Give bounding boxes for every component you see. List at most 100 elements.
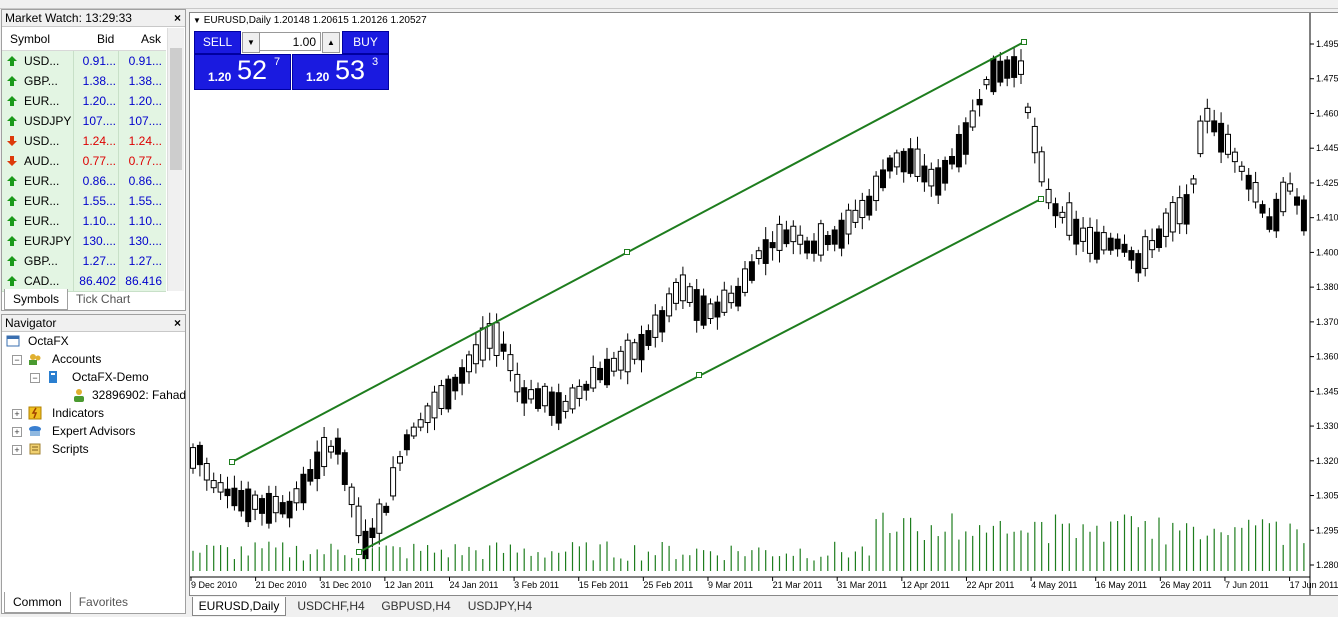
candle-body <box>866 195 873 216</box>
nav-item-scripts[interactable]: + Scripts <box>12 440 182 458</box>
column-bid[interactable]: Bid <box>97 32 115 46</box>
candle-body <box>252 494 259 510</box>
row-bid: 130.... <box>82 234 116 248</box>
chart-window[interactable]: ▼ EURUSD,Daily 1.20148 1.20615 1.20126 1… <box>189 12 1338 596</box>
candle-body <box>1176 197 1183 225</box>
candle-body <box>238 489 245 512</box>
candle-body <box>1087 226 1093 254</box>
top-toolbar <box>0 0 1338 9</box>
market-watch-row[interactable]: EUR... 0.86... 0.86... <box>2 171 166 192</box>
date-label: 12 Apr 2011 <box>902 580 950 590</box>
chart-tab-usdchf[interactable]: USDCHF,H4 <box>297 599 365 613</box>
price-label: 1.320 <box>1316 456 1338 466</box>
expand-icon[interactable]: + <box>12 427 22 437</box>
candle-body <box>838 219 845 249</box>
buy-price-button[interactable]: 1.20 53 3 <box>292 54 389 90</box>
column-symbol[interactable]: Symbol <box>10 32 51 46</box>
expand-icon[interactable]: + <box>12 409 22 419</box>
tab-tick-chart[interactable]: Tick Chart <box>76 292 131 306</box>
tab-common[interactable]: Common <box>4 592 71 613</box>
expand-icon[interactable]: + <box>12 445 22 455</box>
candle-body <box>417 419 424 428</box>
market-watch-row[interactable]: USD... 1.24... 1.24... <box>2 131 166 152</box>
sell-price-button[interactable]: 1.20 52 7 <box>194 54 291 90</box>
nav-item-expert-advisors[interactable]: + Expert Advisors <box>12 422 182 440</box>
collapse-icon[interactable]: − <box>12 355 22 365</box>
tab-symbols[interactable]: Symbols <box>4 289 69 310</box>
market-watch-row[interactable]: EURJPY 130.... 130.... <box>2 231 166 252</box>
market-watch-row[interactable]: GBP... 1.27... 1.27... <box>2 251 166 272</box>
market-watch-row[interactable]: USD... 0.91... 0.91... <box>2 51 166 72</box>
accounts-icon <box>29 354 41 365</box>
sell-button[interactable]: SELL <box>194 31 241 54</box>
candle-body <box>383 505 390 513</box>
candle-body <box>548 391 555 416</box>
candle-body <box>279 502 286 515</box>
chart-tab-gbpusd[interactable]: GBPUSD,H4 <box>381 599 451 613</box>
market-watch-scrollbar[interactable] <box>167 28 184 291</box>
collapse-icon[interactable]: − <box>30 373 40 383</box>
candle-body <box>666 293 673 317</box>
candle-body <box>1225 133 1231 155</box>
candle-body <box>286 500 293 519</box>
buy-button[interactable]: BUY <box>342 31 389 54</box>
market-watch-row[interactable]: EUR... 1.10... 1.10... <box>2 211 166 232</box>
nav-label-scripts: Scripts <box>52 442 89 456</box>
arrow-up-icon <box>7 176 17 186</box>
market-watch-row[interactable]: AUD... 0.77... 0.77... <box>2 151 166 172</box>
nav-item-accounts[interactable]: − Accounts <box>12 350 182 368</box>
candle-body <box>210 480 217 489</box>
candle-body <box>265 492 272 524</box>
arrow-up-icon <box>7 196 17 206</box>
chart-tab-usdjpy[interactable]: USDJPY,H4 <box>467 599 533 613</box>
candle-body <box>196 444 203 466</box>
candle-body <box>721 289 728 313</box>
candle-body <box>604 358 610 386</box>
row-symbol: AUD... <box>24 154 60 168</box>
row-bid: 86.402 <box>79 274 116 288</box>
market-watch-row[interactable]: EUR... 1.20... 1.20... <box>2 91 166 112</box>
chart-tab-eurusd[interactable]: EURUSD,Daily <box>192 597 286 616</box>
close-icon[interactable]: × <box>173 11 181 25</box>
candle-body <box>445 378 452 410</box>
candle-body <box>300 473 307 504</box>
row-ask: 0.91... <box>128 54 162 68</box>
candle-body <box>686 286 693 303</box>
arrow-up-icon <box>7 276 17 286</box>
candle-body <box>1266 216 1273 230</box>
tab-favorites[interactable]: Favorites <box>78 595 129 609</box>
channel-anchor-point <box>624 249 630 255</box>
candle-body <box>1190 178 1197 185</box>
candle-body <box>1273 198 1280 232</box>
nav-item-account[interactable]: 32896902: Fahad <box>72 386 186 404</box>
channel-anchor-point <box>1038 196 1044 202</box>
volume-up-icon[interactable]: ▲ <box>322 32 340 53</box>
candle-body <box>1004 59 1011 79</box>
candle-body <box>631 342 638 360</box>
market-watch-row[interactable]: USDJPY 107.... 107.... <box>2 111 166 132</box>
scrollbar-thumb[interactable] <box>170 48 182 170</box>
row-bid: 1.38... <box>82 74 116 88</box>
volume-down-icon[interactable]: ▼ <box>242 32 260 53</box>
nav-item-demo-server[interactable]: − OctaFX-Demo <box>30 368 180 386</box>
volume-input[interactable]: 1.00 <box>259 32 321 51</box>
arrow-up-icon <box>7 76 17 86</box>
market-watch-row[interactable]: CAD... 86.402 86.416 <box>2 271 166 292</box>
column-ask[interactable]: Ask <box>141 32 162 46</box>
candle-body <box>190 447 196 469</box>
row-symbol: GBP... <box>24 254 58 268</box>
candle-body <box>610 357 617 372</box>
date-label: 16 May 2011 <box>1096 580 1147 590</box>
arrow-down-icon <box>7 156 17 166</box>
market-watch-row[interactable]: GBP... 1.38... 1.38... <box>2 71 166 92</box>
row-bid: 1.27... <box>82 254 116 268</box>
nav-item-indicators[interactable]: + Indicators <box>12 404 182 422</box>
candle-body <box>679 274 686 302</box>
arrow-up-icon <box>7 96 17 106</box>
close-icon[interactable]: × <box>173 316 181 330</box>
market-watch-row[interactable]: EUR... 1.55... 1.55... <box>2 191 166 212</box>
candle-body <box>1238 165 1245 172</box>
candle-body <box>769 242 776 249</box>
candle-body <box>1100 232 1107 251</box>
chart-collapse-icon: ▼ <box>193 16 201 25</box>
